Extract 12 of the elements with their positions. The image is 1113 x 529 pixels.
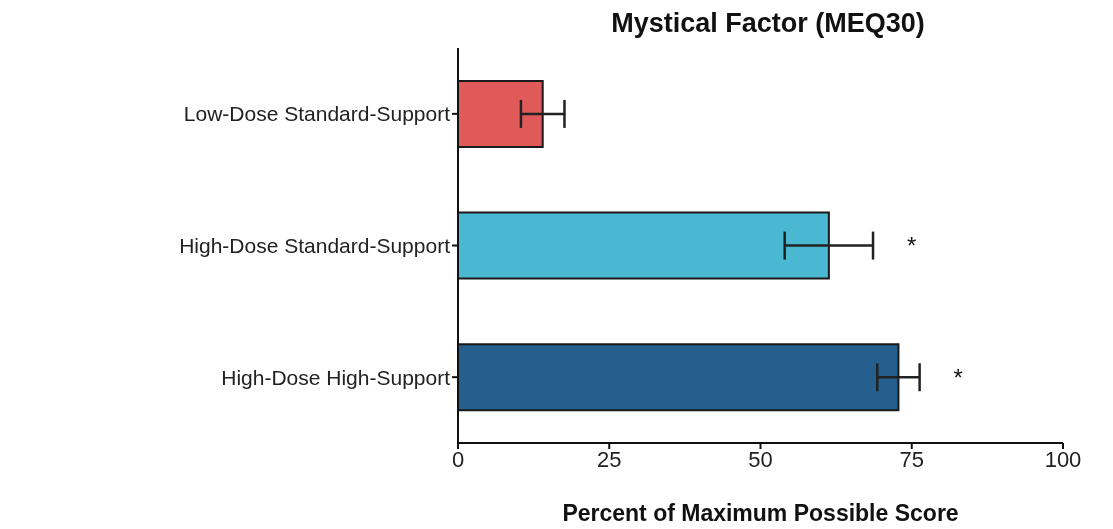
chart-title: Mystical Factor (MEQ30) [610,8,926,39]
x-axis-title: Percent of Maximum Possible Score [562,500,959,526]
x-tick-label: 50 [748,446,773,472]
x-tick-label: 25 [597,446,622,472]
annotation: * [907,232,917,260]
x-tick-label: 0 [451,446,465,472]
x-tick-label: 75 [899,446,924,472]
x-tick-label: 100 [1044,446,1082,472]
y-tick-label: High-Dose Standard-Support [179,233,451,257]
y-tick-label: High-Dose High-Support [221,365,451,389]
annotation: * [953,363,963,391]
y-tick-label: Low-Dose Standard-Support [183,102,451,126]
